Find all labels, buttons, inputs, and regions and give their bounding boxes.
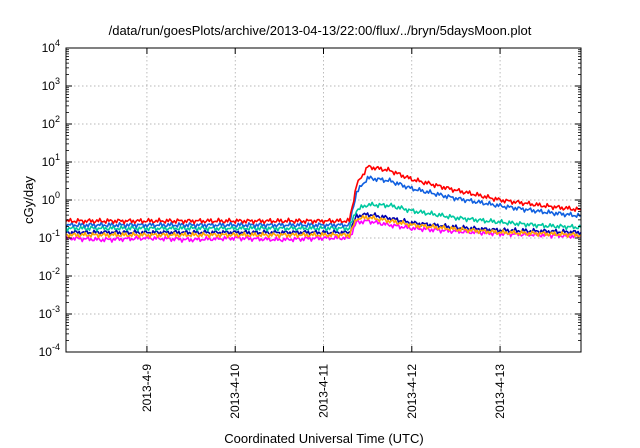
y-tick-label: 10-2 <box>39 266 60 283</box>
series-layer <box>65 164 582 243</box>
y-tick-label: 103 <box>42 76 60 93</box>
series-line-5 <box>65 175 582 229</box>
x-tick-label: 2013-4-13 <box>493 364 507 419</box>
y-tick-label: 102 <box>42 114 60 131</box>
y-tick-label: 104 <box>42 38 60 55</box>
series-line-3 <box>65 214 582 239</box>
x-tick-label: 2013-4-12 <box>405 364 419 419</box>
x-tick-label: 2013-4-11 <box>317 364 331 418</box>
chart-title: /data/run/goesPlots/archive/2013-04-13/2… <box>109 23 532 38</box>
x-tick-labels: 2013-4-9 2013-4-10 2013-4-11 2013-4-12 2013-… <box>140 48 507 419</box>
series-line-6 <box>65 164 582 225</box>
y-tick-label: 100 <box>42 190 60 207</box>
x-tick-label: 2013-4-9 <box>140 364 154 412</box>
y-tick-label: 10-4 <box>39 342 60 359</box>
y-tick-label: 101 <box>42 152 60 169</box>
y-tick-label: 10-1 <box>39 228 60 245</box>
x-tick-label: 2013-4-10 <box>228 364 242 419</box>
y-tick-labels: 10-4 10-3 10-2 10-1 100 101 102 103 104 <box>39 38 581 359</box>
y-tick-label: 10-3 <box>39 304 60 321</box>
x-axis-label: Coordinated Universal Time (UTC) <box>224 431 423 446</box>
y-axis-label: cGy/day <box>21 176 36 224</box>
